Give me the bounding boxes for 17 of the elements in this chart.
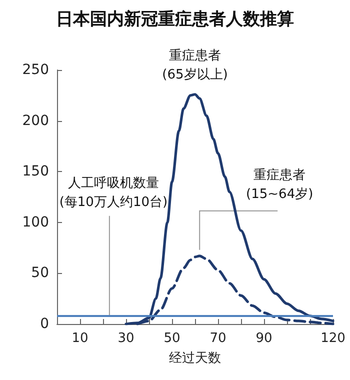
y-tick-label: 150 — [22, 164, 49, 180]
ref-line-label: 人工呼吸机数量 (每10万人约10台) — [59, 176, 168, 210]
x-axis-title: 经过天数 — [169, 351, 221, 366]
y-tick-label: 50 — [31, 265, 49, 282]
x-tick-label: 120 — [320, 331, 346, 346]
y-tick-label: 0 — [40, 316, 49, 332]
text: 重症患者 (15~64岁) — [246, 168, 314, 202]
x-tick-label: 50 — [164, 331, 180, 346]
y-tick-label: 100 — [22, 214, 49, 230]
x-tick-label: 70 — [210, 331, 226, 346]
chart-title: 日本国内新冠重症患者人数推算 — [56, 10, 294, 30]
y-tick-label: 250 — [22, 62, 49, 78]
x-tick-label: 30 — [118, 331, 134, 346]
y-tick-label: 200 — [22, 112, 49, 129]
x-tick-label: 10 — [72, 331, 88, 346]
x-tick-label: 90 — [256, 331, 272, 346]
text: 重症患者 (65岁以上) — [162, 48, 228, 82]
